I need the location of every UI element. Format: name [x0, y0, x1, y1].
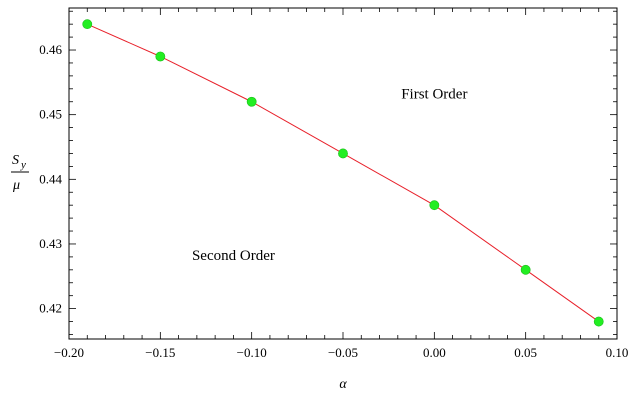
- series-line: [87, 23, 600, 322]
- data-point: [338, 148, 348, 159]
- data-point: [82, 19, 93, 30]
- y-tick-label: 0.43: [39, 236, 62, 251]
- y-axis-label: S y μ: [11, 153, 29, 193]
- annotation-label: Second Order: [192, 248, 275, 264]
- y-tick-label: 0.45: [39, 107, 62, 122]
- y-axis-label-subscript: y: [20, 159, 26, 171]
- x-tick-label: 0.05: [514, 345, 537, 360]
- annotations: First Order Second Order: [192, 87, 468, 265]
- data-point: [593, 316, 604, 327]
- y-tick-label: 0.42: [39, 301, 62, 316]
- x-axis-label: α: [339, 377, 347, 392]
- data-point: [246, 96, 257, 107]
- tick-marks: [68, 8, 618, 339]
- annotation-label: First Order: [401, 87, 467, 103]
- data-point: [155, 51, 166, 62]
- data-point: [520, 264, 531, 275]
- y-axis-label-numerator: S: [12, 153, 19, 168]
- x-tick-label: −0.20: [54, 345, 84, 360]
- x-tick-label: 0.00: [423, 345, 446, 360]
- x-tick-labels: −0.20 −0.15 −0.10 −0.05 0.00 0.05 0.10: [54, 345, 628, 360]
- data-points: [82, 19, 604, 327]
- x-tick-label: −0.10: [237, 345, 267, 360]
- y-tick-label: 0.46: [39, 42, 62, 57]
- data-point: [429, 200, 440, 211]
- x-tick-label: 0.10: [606, 345, 629, 360]
- y-tick-label: 0.44: [39, 171, 62, 186]
- y-tick-labels: 0.42 0.43 0.44 0.45 0.46: [39, 42, 62, 316]
- y-axis-label-denominator: μ: [12, 178, 20, 193]
- x-tick-label: −0.05: [328, 345, 358, 360]
- plot-frame: [68, 7, 618, 340]
- x-tick-label: −0.15: [145, 345, 175, 360]
